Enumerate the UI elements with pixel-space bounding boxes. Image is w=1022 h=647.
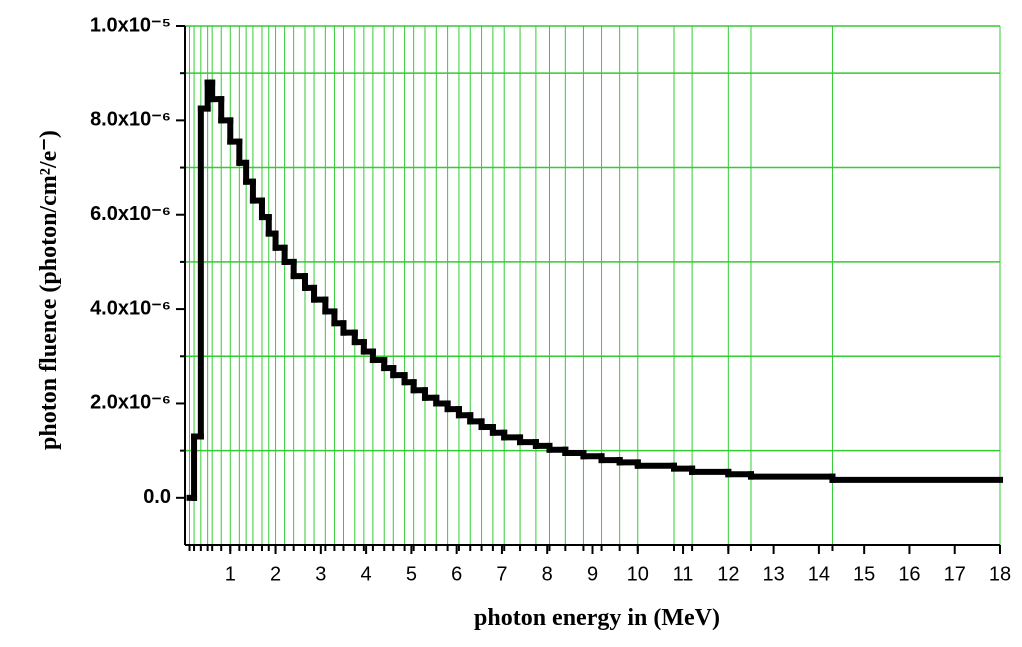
- y-tick-label: 1.0x10⁻⁵: [90, 14, 171, 36]
- y-tick-label: 2.0x10⁻⁶: [90, 392, 171, 414]
- x-tick-label: 7: [496, 563, 507, 585]
- y-tick-label: 4.0x10⁻⁶: [90, 297, 171, 319]
- y-tick-label: 8.0x10⁻⁶: [90, 109, 171, 131]
- x-tick-label: 18: [989, 563, 1011, 585]
- x-tick-label: 8: [542, 563, 553, 585]
- x-tick-label: 6: [451, 563, 462, 585]
- x-tick-label: 4: [361, 563, 372, 585]
- y-tick-label: 0.0: [143, 486, 171, 508]
- x-tick-label: 17: [944, 563, 966, 585]
- x-tick-label: 11: [673, 563, 694, 585]
- x-tick-label: 13: [762, 563, 784, 585]
- x-tick-label: 15: [853, 563, 875, 585]
- x-tick-label: 9: [587, 563, 598, 585]
- x-tick-label: 14: [808, 563, 830, 585]
- x-tick-label: 1: [225, 563, 236, 585]
- x-tick-label: 10: [627, 563, 649, 585]
- x-tick-label: 12: [717, 563, 739, 585]
- x-tick-label: 3: [315, 563, 326, 585]
- y-tick-label: 6.0x10⁻⁶: [90, 203, 171, 225]
- x-axis-title: photon energy in (MeV): [474, 605, 720, 631]
- x-tick-label: 16: [898, 563, 920, 585]
- y-axis-title: photon fluence (photon/cm²/e⁻): [36, 130, 62, 450]
- x-tick-label: 2: [270, 563, 281, 585]
- x-tick-label: 5: [406, 563, 417, 585]
